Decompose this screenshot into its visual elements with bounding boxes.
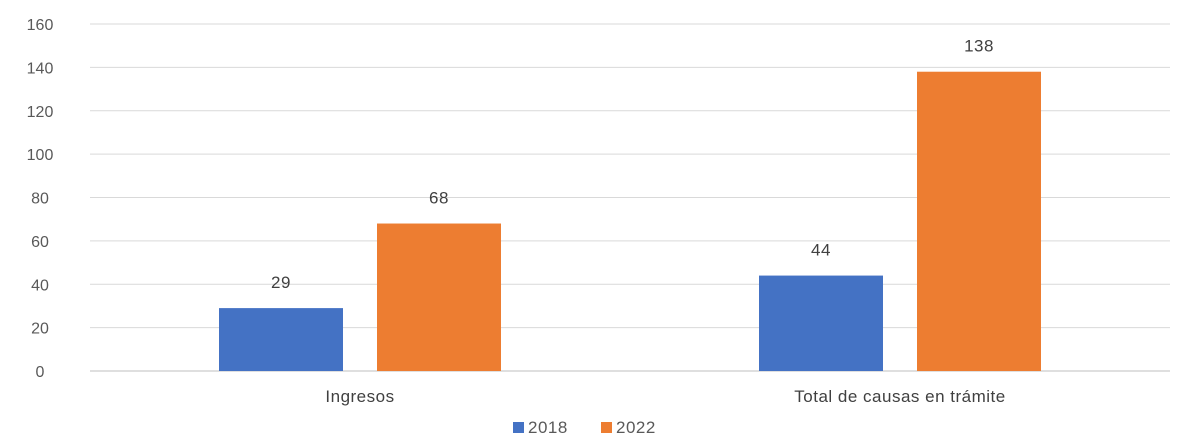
legend-label: 2018 (528, 418, 568, 437)
data-labels: 29 68 44 138 (271, 37, 994, 292)
bar-2022-2 (917, 71, 1041, 372)
data-label: 44 (811, 241, 831, 260)
x-axis-categories: Ingresos Total de causas en trámite (325, 387, 1005, 406)
y-tick-label: 120 (27, 104, 54, 121)
y-tick-label: 160 (27, 17, 54, 34)
y-tick-label: 140 (27, 60, 54, 77)
bar-2018-2 (759, 275, 883, 371)
y-tick-label: 20 (31, 321, 49, 338)
y-axis-ticks: 0 20 40 60 80 100 120 140 160 (27, 17, 54, 381)
data-label: 68 (429, 189, 449, 208)
legend-swatch (601, 422, 612, 433)
y-tick-label: 0 (36, 364, 45, 381)
y-tick-label: 40 (31, 277, 49, 294)
x-category-label: Ingresos (325, 387, 394, 406)
y-tick-label: 100 (27, 147, 54, 164)
legend: 2018 2022 (513, 418, 656, 437)
x-category-label: Total de causas en trámite (794, 387, 1005, 406)
legend-label: 2022 (616, 418, 656, 437)
y-tick-label: 60 (31, 234, 49, 251)
legend-swatch (513, 422, 524, 433)
data-label: 29 (271, 273, 291, 292)
data-label: 138 (964, 37, 994, 56)
bar-2018-1 (219, 308, 343, 371)
bars (219, 71, 1041, 372)
y-tick-label: 80 (31, 191, 49, 208)
bar-2022-1 (377, 223, 501, 371)
